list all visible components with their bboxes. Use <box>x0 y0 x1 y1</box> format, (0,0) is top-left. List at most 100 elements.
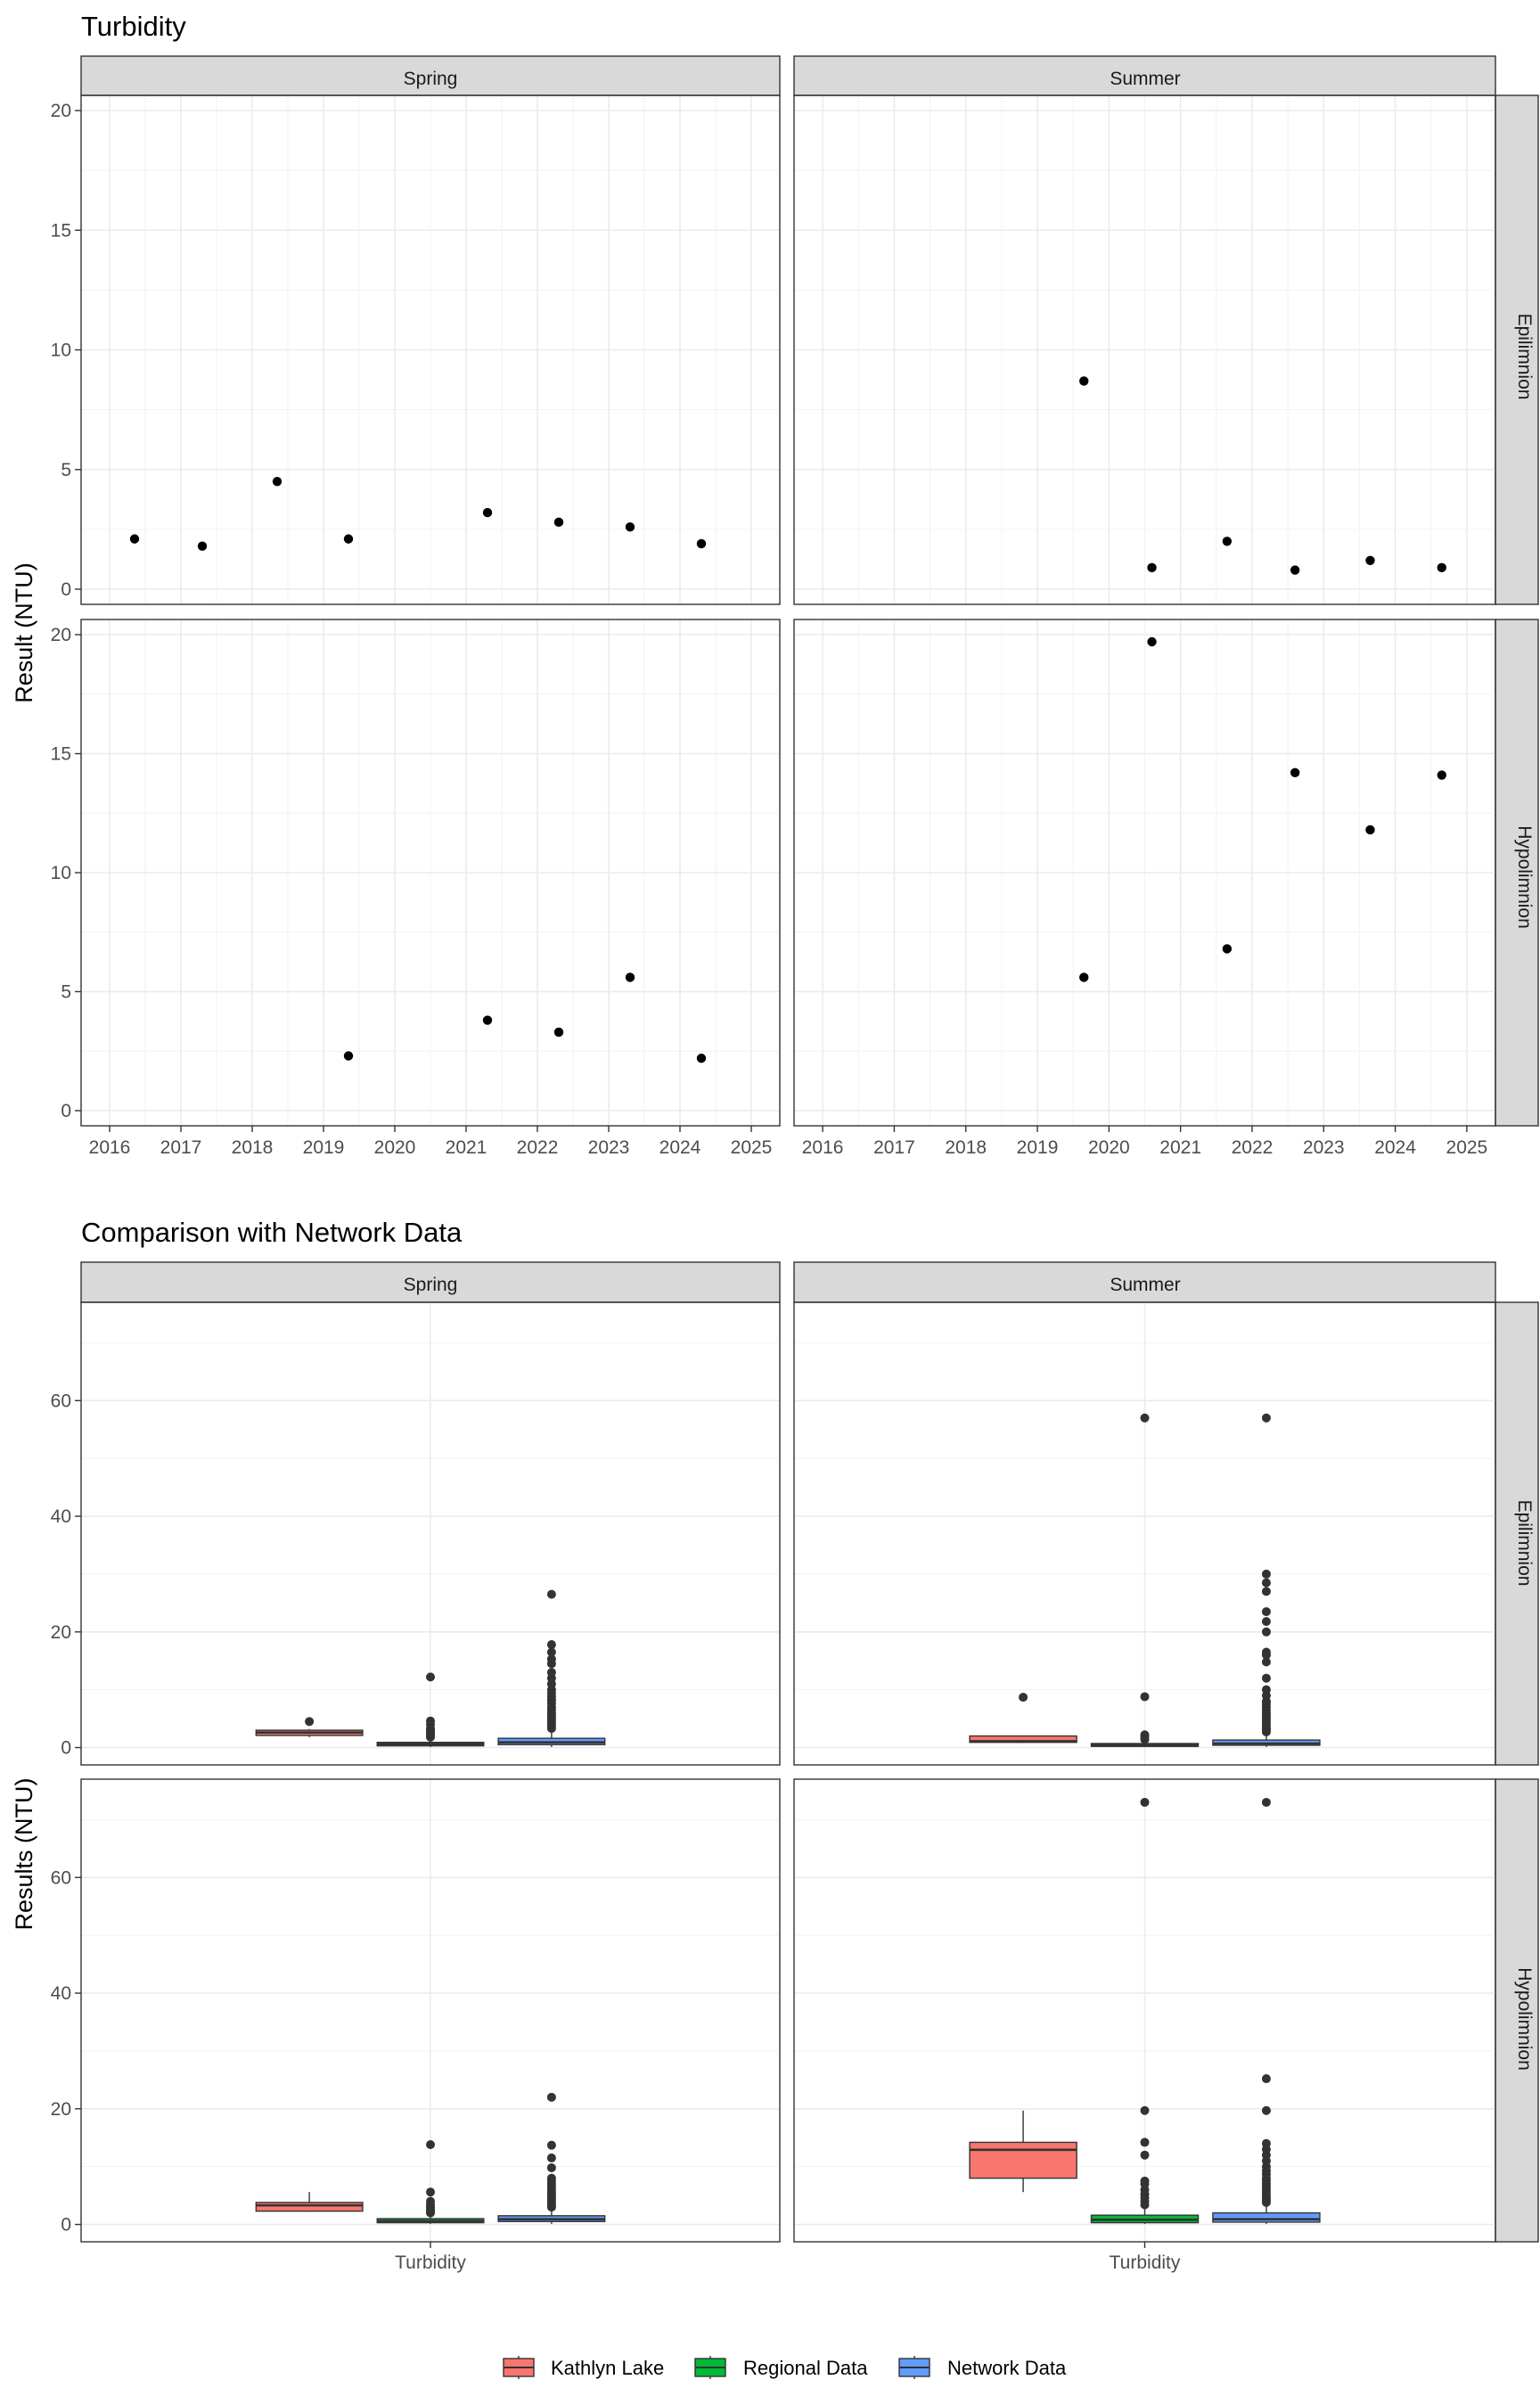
chart2-y-axis-label: Results (NTU) <box>11 1777 37 1930</box>
chart1-strip-bg-col-0 <box>80 55 781 96</box>
chart1-strip-bg-row-0 <box>1495 94 1539 605</box>
box-network-data <box>1212 1413 1321 1747</box>
chart2-title: Comparison with Network Data <box>81 1217 463 1248</box>
outlier-point <box>1261 1685 1271 1694</box>
x-tick-label: 2020 <box>1088 1137 1130 1158</box>
outlier-point <box>546 2140 556 2150</box>
outlier-point <box>1261 1673 1271 1683</box>
chart2-strip-bg-row-1 <box>1495 1778 1539 2243</box>
x-tick-label: 2019 <box>303 1137 345 1158</box>
x-tick-label: Turbidity <box>1110 2252 1181 2273</box>
outlier-point <box>426 1716 435 1726</box>
data-point <box>1290 767 1300 778</box>
y-tick-label: 0 <box>61 2215 71 2236</box>
legend: Kathlyn Lake Regional Data Network Data <box>503 2356 1067 2379</box>
x-tick-label: 2024 <box>1374 1137 1416 1158</box>
y-tick-label: 0 <box>61 1101 71 1121</box>
turbidity-scatter-chart: Turbidity Result (NTU) Spring Summer Epi… <box>11 11 1539 1158</box>
box-regional-data <box>376 1672 485 1747</box>
data-point <box>197 541 208 551</box>
box-kathlyn-lake <box>255 2192 364 2212</box>
y-tick-label: 0 <box>61 1738 71 1759</box>
data-point <box>553 1027 564 1038</box>
outlier-point <box>1261 1587 1271 1596</box>
data-point <box>343 534 354 544</box>
chart1-panel-summer-epilimnion <box>793 94 1496 605</box>
y-tick-label: 20 <box>51 1622 71 1643</box>
outlier-point <box>546 2173 556 2183</box>
outlier-point <box>1261 1797 1271 1807</box>
y-tick-label: 20 <box>51 101 71 121</box>
data-point <box>1222 537 1233 546</box>
data-point <box>625 972 635 982</box>
data-point <box>1365 555 1375 565</box>
x-tick-label: 2022 <box>1232 1137 1274 1158</box>
chart2-strip-bg-col-1 <box>793 1261 1496 1303</box>
data-point <box>1079 972 1089 982</box>
data-point <box>1437 562 1446 573</box>
outlier-point <box>1261 2105 1271 2115</box>
legend-label-regional-data: Regional Data <box>743 2357 868 2379</box>
outlier-point <box>1140 2176 1150 2186</box>
outlier-point <box>546 2162 556 2172</box>
x-tick-label: 2017 <box>160 1137 202 1158</box>
chart1-strip-bg-row-1 <box>1495 619 1539 1127</box>
chart1-strip-label-epilimnion: Epilimnion <box>1514 314 1535 400</box>
x-tick-label: 2023 <box>1303 1137 1345 1158</box>
x-tick-label: 2017 <box>873 1137 915 1158</box>
data-point <box>1290 565 1300 575</box>
chart2-strip-label-hypolimnion: Hypolimnion <box>1514 1967 1535 2071</box>
x-tick-label: 2018 <box>945 1137 987 1158</box>
outlier-point <box>546 1647 556 1657</box>
chart2-panel-summer-hypolimnion: Turbidity <box>793 1778 1496 2273</box>
outlier-point <box>1261 1569 1271 1579</box>
chart2-panel-spring-hypolimnion: 0 20 40 60 Turbidity <box>51 1778 781 2273</box>
y-tick-label: 5 <box>61 982 71 1003</box>
chart1-panel-spring-epilimnion: 0 5 10 15 20 <box>51 94 781 605</box>
box-regional-data <box>376 2140 485 2224</box>
outlier-point <box>1261 1627 1271 1637</box>
box-kathlyn-lake <box>969 1693 1077 1744</box>
outlier-point <box>1261 1617 1271 1627</box>
x-tick-label: 2025 <box>1446 1137 1488 1158</box>
x-tick-label: 2018 <box>232 1137 274 1158</box>
x-tick-label: 2016 <box>802 1137 844 1158</box>
data-point <box>1365 825 1375 835</box>
outlier-point <box>1261 2074 1271 2084</box>
outlier-point <box>546 1668 556 1678</box>
x-tick-label: 2021 <box>1159 1137 1201 1158</box>
box-network-data <box>1212 1797 1321 2224</box>
x-tick-label: 2016 <box>89 1137 131 1158</box>
data-point <box>272 476 283 487</box>
panel-border <box>793 1301 1496 1766</box>
y-tick-label: 60 <box>51 1867 71 1888</box>
x-tick-label: 2020 <box>374 1137 416 1158</box>
outlier-point <box>1261 1647 1271 1657</box>
data-point <box>696 538 707 549</box>
outlier-point <box>1261 1657 1271 1667</box>
panel-border <box>793 619 1496 1127</box>
data-point <box>482 1015 493 1025</box>
data-point <box>129 534 140 544</box>
box-network-data <box>497 2092 606 2224</box>
comparison-boxplot-chart: Comparison with Network Data Results (NT… <box>11 1217 1539 2273</box>
chart1-title: Turbidity <box>81 11 186 42</box>
data-point <box>1079 376 1089 386</box>
chart1-strip-label-spring: Spring <box>404 69 458 89</box>
x-tick-label: 2019 <box>1017 1137 1059 1158</box>
outlier-point <box>1140 2138 1150 2147</box>
outlier-point <box>426 2140 435 2150</box>
panel-border <box>80 1301 781 1766</box>
data-point <box>482 507 493 518</box>
y-tick-label: 10 <box>51 341 71 361</box>
outlier-point <box>1019 1693 1028 1703</box>
chart1-strip-bg-col-1 <box>793 55 1496 96</box>
data-point <box>696 1054 707 1063</box>
chart2-strip-label-summer: Summer <box>1110 1275 1180 1295</box>
outlier-point <box>546 1654 556 1664</box>
box-regional-data <box>1090 1797 1200 2224</box>
outlier-point <box>1261 1607 1271 1617</box>
y-tick-label: 10 <box>51 863 71 883</box>
